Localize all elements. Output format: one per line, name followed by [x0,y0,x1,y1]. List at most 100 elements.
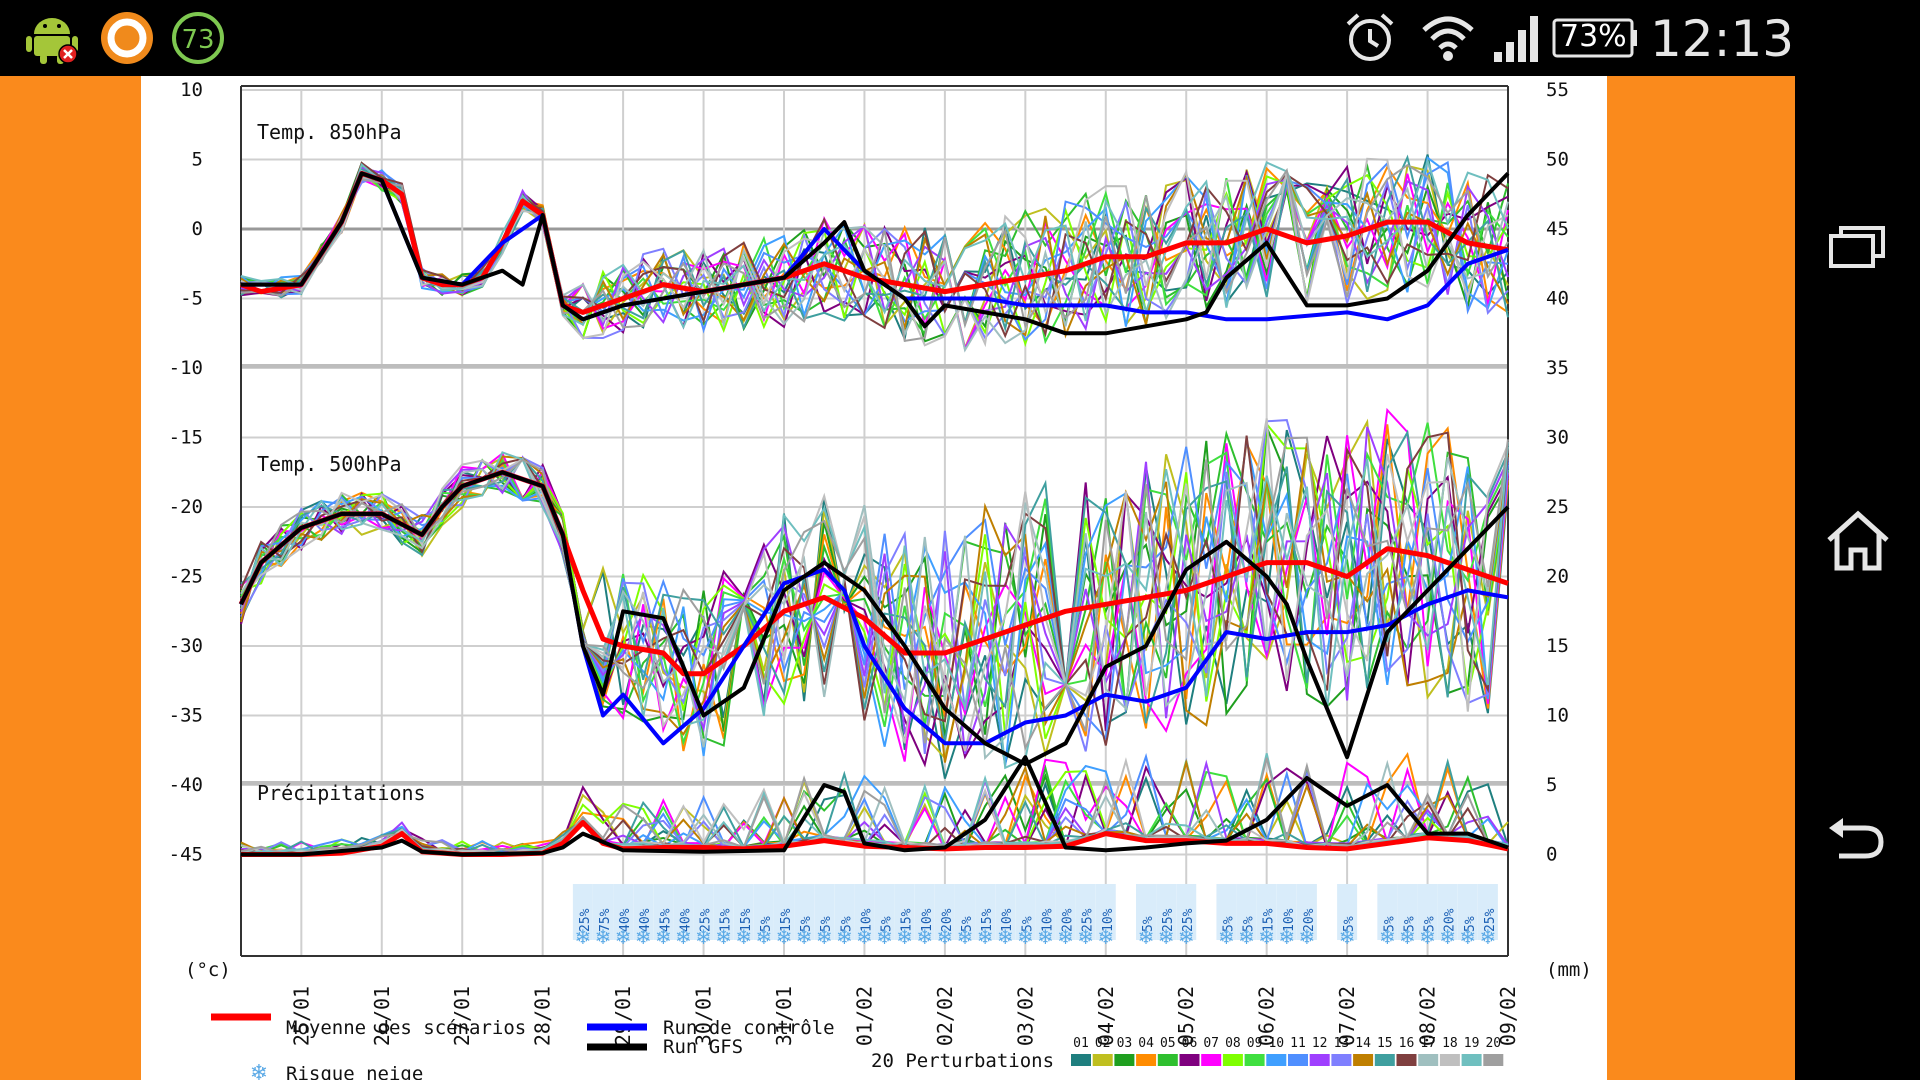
right-tick-label: 5 [1546,774,1557,796]
x-tick-label: 25/01 [289,986,313,1046]
perturbation-lines [240,154,1509,856]
snow-risk-cell [1156,884,1177,940]
snow-risk-cell [1477,884,1498,940]
status-bar: 73 73% 12:13 [0,0,1920,76]
snowflake-icon: ❄ [655,925,672,949]
snow-risk-row: 25%❄75%❄40%❄40%❄45%❄40%❄25%❄15%❄15%❄5%❄1… [572,884,1498,949]
snow-risk-label: 5% [880,916,895,932]
panel-label-precip: Précipitations [257,781,426,805]
legend-perturbation-number: 05 [1160,1036,1176,1051]
snow-risk-cell [794,884,815,940]
x-tick-label: 04/02 [1094,986,1118,1046]
snow-risk-label: 15% [900,908,915,932]
snow-risk-cell [572,884,593,940]
snow-risk-cell [1136,884,1156,940]
left-tick-label: -40 [169,774,203,796]
snow-risk-label: 5% [819,916,834,932]
tick-labels: 1050-5-10-15-20-25-30-35-40-455550454035… [169,79,1592,1046]
home-icon[interactable] [1823,506,1893,576]
snow-risk-label: 45% [658,908,673,932]
x-tick-label: 06/02 [1255,986,1279,1046]
x-tick-label: 02/02 [933,986,957,1046]
legend-perturbation-number: 02 [1095,1036,1111,1051]
snow-risk-label: 15% [1262,908,1277,932]
snow-risk-cell [1296,884,1317,940]
snow-risk-cell [1075,884,1096,940]
panel-separator [241,781,1508,785]
snow-risk-cell [894,884,915,940]
series-line-gfs-850hPa [241,171,1510,336]
snowflake-icon: ❄ [735,925,752,949]
perturbation-line-18 [240,157,1509,348]
snow-risk-label: 15% [779,908,794,932]
snowflake-icon: ❄ [977,925,994,949]
snow-risk-label: 5% [1242,916,1257,932]
back-icon[interactable] [1825,806,1889,870]
legend-perturbation-number: 06 [1182,1036,1198,1051]
chart-container: 25% ❄ 75% ❄ 40% ❄ 40% ❄ 45% ❄ 40% ❄ 25% ❄ 15% ❄ 15% ❄ 5% ❄ 1… [141,76,1607,1080]
snow-risk-label: 15% [980,908,995,932]
series-line-gfs-500hPa [239,470,1510,767]
right-tick-label: 35 [1546,357,1569,379]
battery-icon [1552,18,1637,58]
legend-perturbation-swatch [1353,1054,1374,1066]
left-tick-label: -45 [169,844,203,866]
snow-risk-label: 5% [1342,916,1357,932]
axes [240,85,1509,957]
android-debug-icon [26,18,78,64]
legend-perturbation-swatch [1331,1054,1352,1066]
legend-perturbation-swatch [1136,1054,1157,1066]
perturbation-line-7 [240,407,1509,762]
snow-risk-cell [1035,884,1056,940]
battery-percent: 73% [1560,19,1627,54]
snow-risk-label: 20% [1061,908,1076,932]
snowflake-icon: ❄ [1037,925,1054,949]
snow-risk-cell [1377,884,1398,940]
panel-separator [241,364,1508,368]
panel-label-500: Temp. 500hPa [257,452,402,476]
recent-apps-icon[interactable] [1825,216,1889,280]
badge-73-icon: 73 [172,12,224,64]
snow-risk-cell [753,884,774,940]
snowflake-icon: ❄ [1459,925,1476,949]
snow-risk-label: 25% [1483,908,1498,932]
snow-risk-label: 5% [1221,916,1236,932]
snowflake-icon: ❄ [836,925,853,949]
x-tick-label: 09/02 [1496,986,1520,1046]
legend-label-mean: Moyenne des scénarios [286,1017,526,1039]
right-tick-label: 50 [1546,149,1569,171]
snow-risk-cell [975,884,996,940]
x-tick-label: 26/01 [370,986,394,1046]
legend-perturbation-number: 13 [1334,1036,1350,1051]
snow-risk-label: 40% [638,908,653,932]
snowflake-icon: ❄ [1017,925,1034,949]
snow-risk-label: 40% [618,908,633,932]
snow-risk-label: 10% [1040,908,1055,932]
legend-perturbation-swatch [1222,1054,1243,1066]
legend-perturbation-swatch [1309,1054,1330,1066]
snowflake-icon: ❄ [957,925,974,949]
legend-perturbation-swatch [1179,1054,1200,1066]
right-tick-label: 40 [1546,288,1569,310]
legend-label-snow: Risque neige [286,1063,423,1080]
snow-risk-label: 10% [920,908,935,932]
snowflake-icon: ❄ [1077,925,1094,949]
snowflake-icon: ❄ [756,925,773,949]
right-margin [1607,76,1795,1080]
snowflake-icon: ❄ [1480,925,1497,949]
snow-risk-label: 5% [1423,916,1438,932]
snow-risk-label: 5% [1463,916,1478,932]
legend-perturbation-number: 03 [1117,1036,1133,1051]
signal-icon [1494,16,1538,62]
snow-risk-label: 20% [940,908,955,932]
legend-perturbation-swatch [1483,1054,1504,1066]
snow-risk-cell [834,884,855,940]
panel-label-850: Temp. 850hPa [257,120,402,144]
snow-risk-label: 5% [759,916,774,932]
snow-risk-label: 25% [1181,908,1196,932]
left-tick-label: -30 [169,635,203,657]
x-tick-label: 27/01 [450,986,474,1046]
legend-perturbation-number: 09 [1247,1036,1263,1051]
snow-risk-cell [693,884,714,940]
snow-risk-cell [1457,884,1478,940]
